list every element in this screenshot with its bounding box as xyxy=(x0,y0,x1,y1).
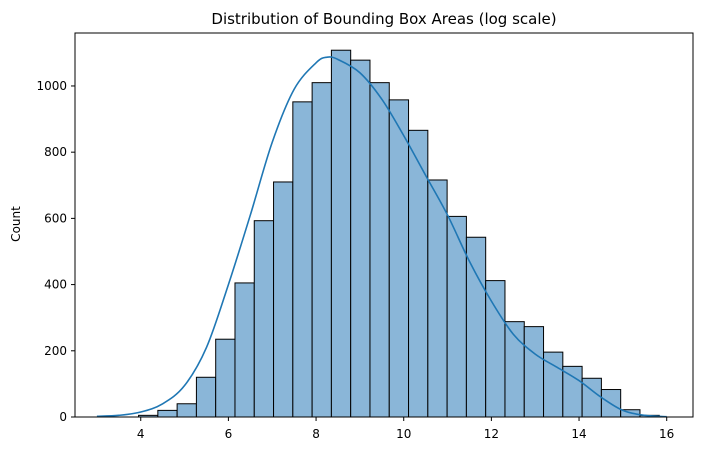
histogram-bar xyxy=(330,49,352,418)
x-tick-label: 4 xyxy=(137,427,145,441)
histogram-bar xyxy=(195,376,217,418)
x-tick-label: 14 xyxy=(571,427,586,441)
y-tick-label: 0 xyxy=(59,410,67,424)
y-tick-label: 200 xyxy=(44,344,67,358)
chart-title: Distribution of Bounding Box Areas (log … xyxy=(211,10,556,28)
histogram-bar xyxy=(446,215,467,418)
histogram-bar xyxy=(253,220,275,418)
histogram-bar xyxy=(176,403,197,418)
plot-area-frame xyxy=(74,32,694,418)
y-tick-label: 800 xyxy=(44,145,67,159)
histogram-bar xyxy=(427,179,448,418)
x-tick-label: 8 xyxy=(312,427,320,441)
y-axis-label: Count xyxy=(9,206,23,242)
y-tick-label: 400 xyxy=(44,278,67,292)
histogram-bar xyxy=(273,181,294,418)
x-tick-label: 6 xyxy=(225,427,233,441)
y-tick-label: 1000 xyxy=(36,79,67,93)
x-tick-label: 16 xyxy=(659,427,674,441)
histogram-bar xyxy=(157,409,178,418)
histogram-bar xyxy=(523,326,545,418)
histogram-bar xyxy=(485,280,506,418)
histogram-bar xyxy=(465,236,487,418)
histogram-bar xyxy=(350,59,371,418)
histogram-bar xyxy=(234,282,255,418)
y-tick-label: 600 xyxy=(44,211,67,225)
histogram-bar xyxy=(311,82,332,418)
y-axis-ticks: 0 200 400 600 800 1000 xyxy=(36,79,75,424)
histogram-bar xyxy=(215,338,236,418)
histogram-bar xyxy=(369,82,390,418)
x-tick-label: 10 xyxy=(396,427,411,441)
x-axis-ticks: 4 6 8 10 12 14 16 xyxy=(137,417,674,441)
x-tick-label: 12 xyxy=(484,427,499,441)
kde-line xyxy=(96,56,667,418)
histogram-bars xyxy=(138,49,660,418)
histogram-bar xyxy=(292,101,313,418)
kde-curve-group xyxy=(96,56,667,418)
histogram-bar xyxy=(562,365,583,418)
histogram-bar xyxy=(388,99,410,418)
